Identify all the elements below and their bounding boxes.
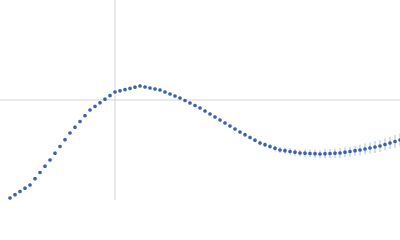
data-point [338,151,342,155]
data-point [268,144,272,149]
data-point [83,113,87,118]
data-point [173,94,177,98]
data-point [58,144,62,149]
data-point [263,142,267,147]
data-point [88,108,92,112]
data-point [313,151,317,156]
data-point [53,151,57,155]
data-point [298,151,302,155]
data-point [8,196,12,200]
data-point [158,88,162,92]
data-point [288,149,292,154]
data-point [213,115,217,119]
data-point [393,139,397,144]
data-point [188,101,192,105]
data-point [123,87,127,92]
data-point [143,85,147,89]
data-point [273,146,277,150]
data-point [103,97,107,101]
data-point [193,103,197,108]
data-point [328,151,332,156]
data-point [323,151,327,156]
data-point [73,125,77,129]
data-point [13,192,17,197]
data-point [343,150,347,154]
data-point [383,142,387,147]
data-point [248,135,252,140]
data-point [23,186,27,190]
data-point [333,151,337,155]
data-point [128,86,132,91]
data-point [178,96,182,100]
data-point [33,176,37,181]
data-point [198,106,202,110]
data-point [78,119,82,124]
chart [0,0,400,200]
data-point [373,145,377,149]
data-point [308,151,312,156]
data-point [233,127,237,131]
data-point [43,164,47,168]
data-point [153,87,157,91]
data-point [253,138,257,142]
data-point [278,148,282,152]
data-point [353,148,357,153]
data-point [368,146,372,150]
data-point [218,118,222,122]
data-point [183,98,187,103]
data-point [318,152,322,156]
data-point [163,90,167,94]
data-point [363,147,367,151]
data-point [303,151,307,155]
data-point [113,90,117,94]
data-point [108,93,112,98]
data-point [228,124,232,128]
data-point [378,144,382,148]
data-point [283,148,287,153]
data-point [168,92,172,96]
data-point [148,86,152,90]
data-point [238,130,242,134]
data-point [223,121,227,125]
data-point [68,131,72,135]
data-point [28,183,32,187]
data-point [138,84,142,88]
data-point [118,89,122,93]
data-point [133,85,137,89]
data-point [93,104,97,109]
data-point [258,141,262,145]
data-point [388,141,392,145]
data-point [63,137,67,142]
data-point [243,132,247,137]
data-point [98,101,102,105]
data-point [208,112,212,116]
data-point [48,158,52,162]
data-point [358,148,362,152]
data-point [18,189,22,194]
data-point [203,109,207,113]
data-point [293,150,297,154]
data-point [348,149,352,154]
data-point [38,170,42,175]
